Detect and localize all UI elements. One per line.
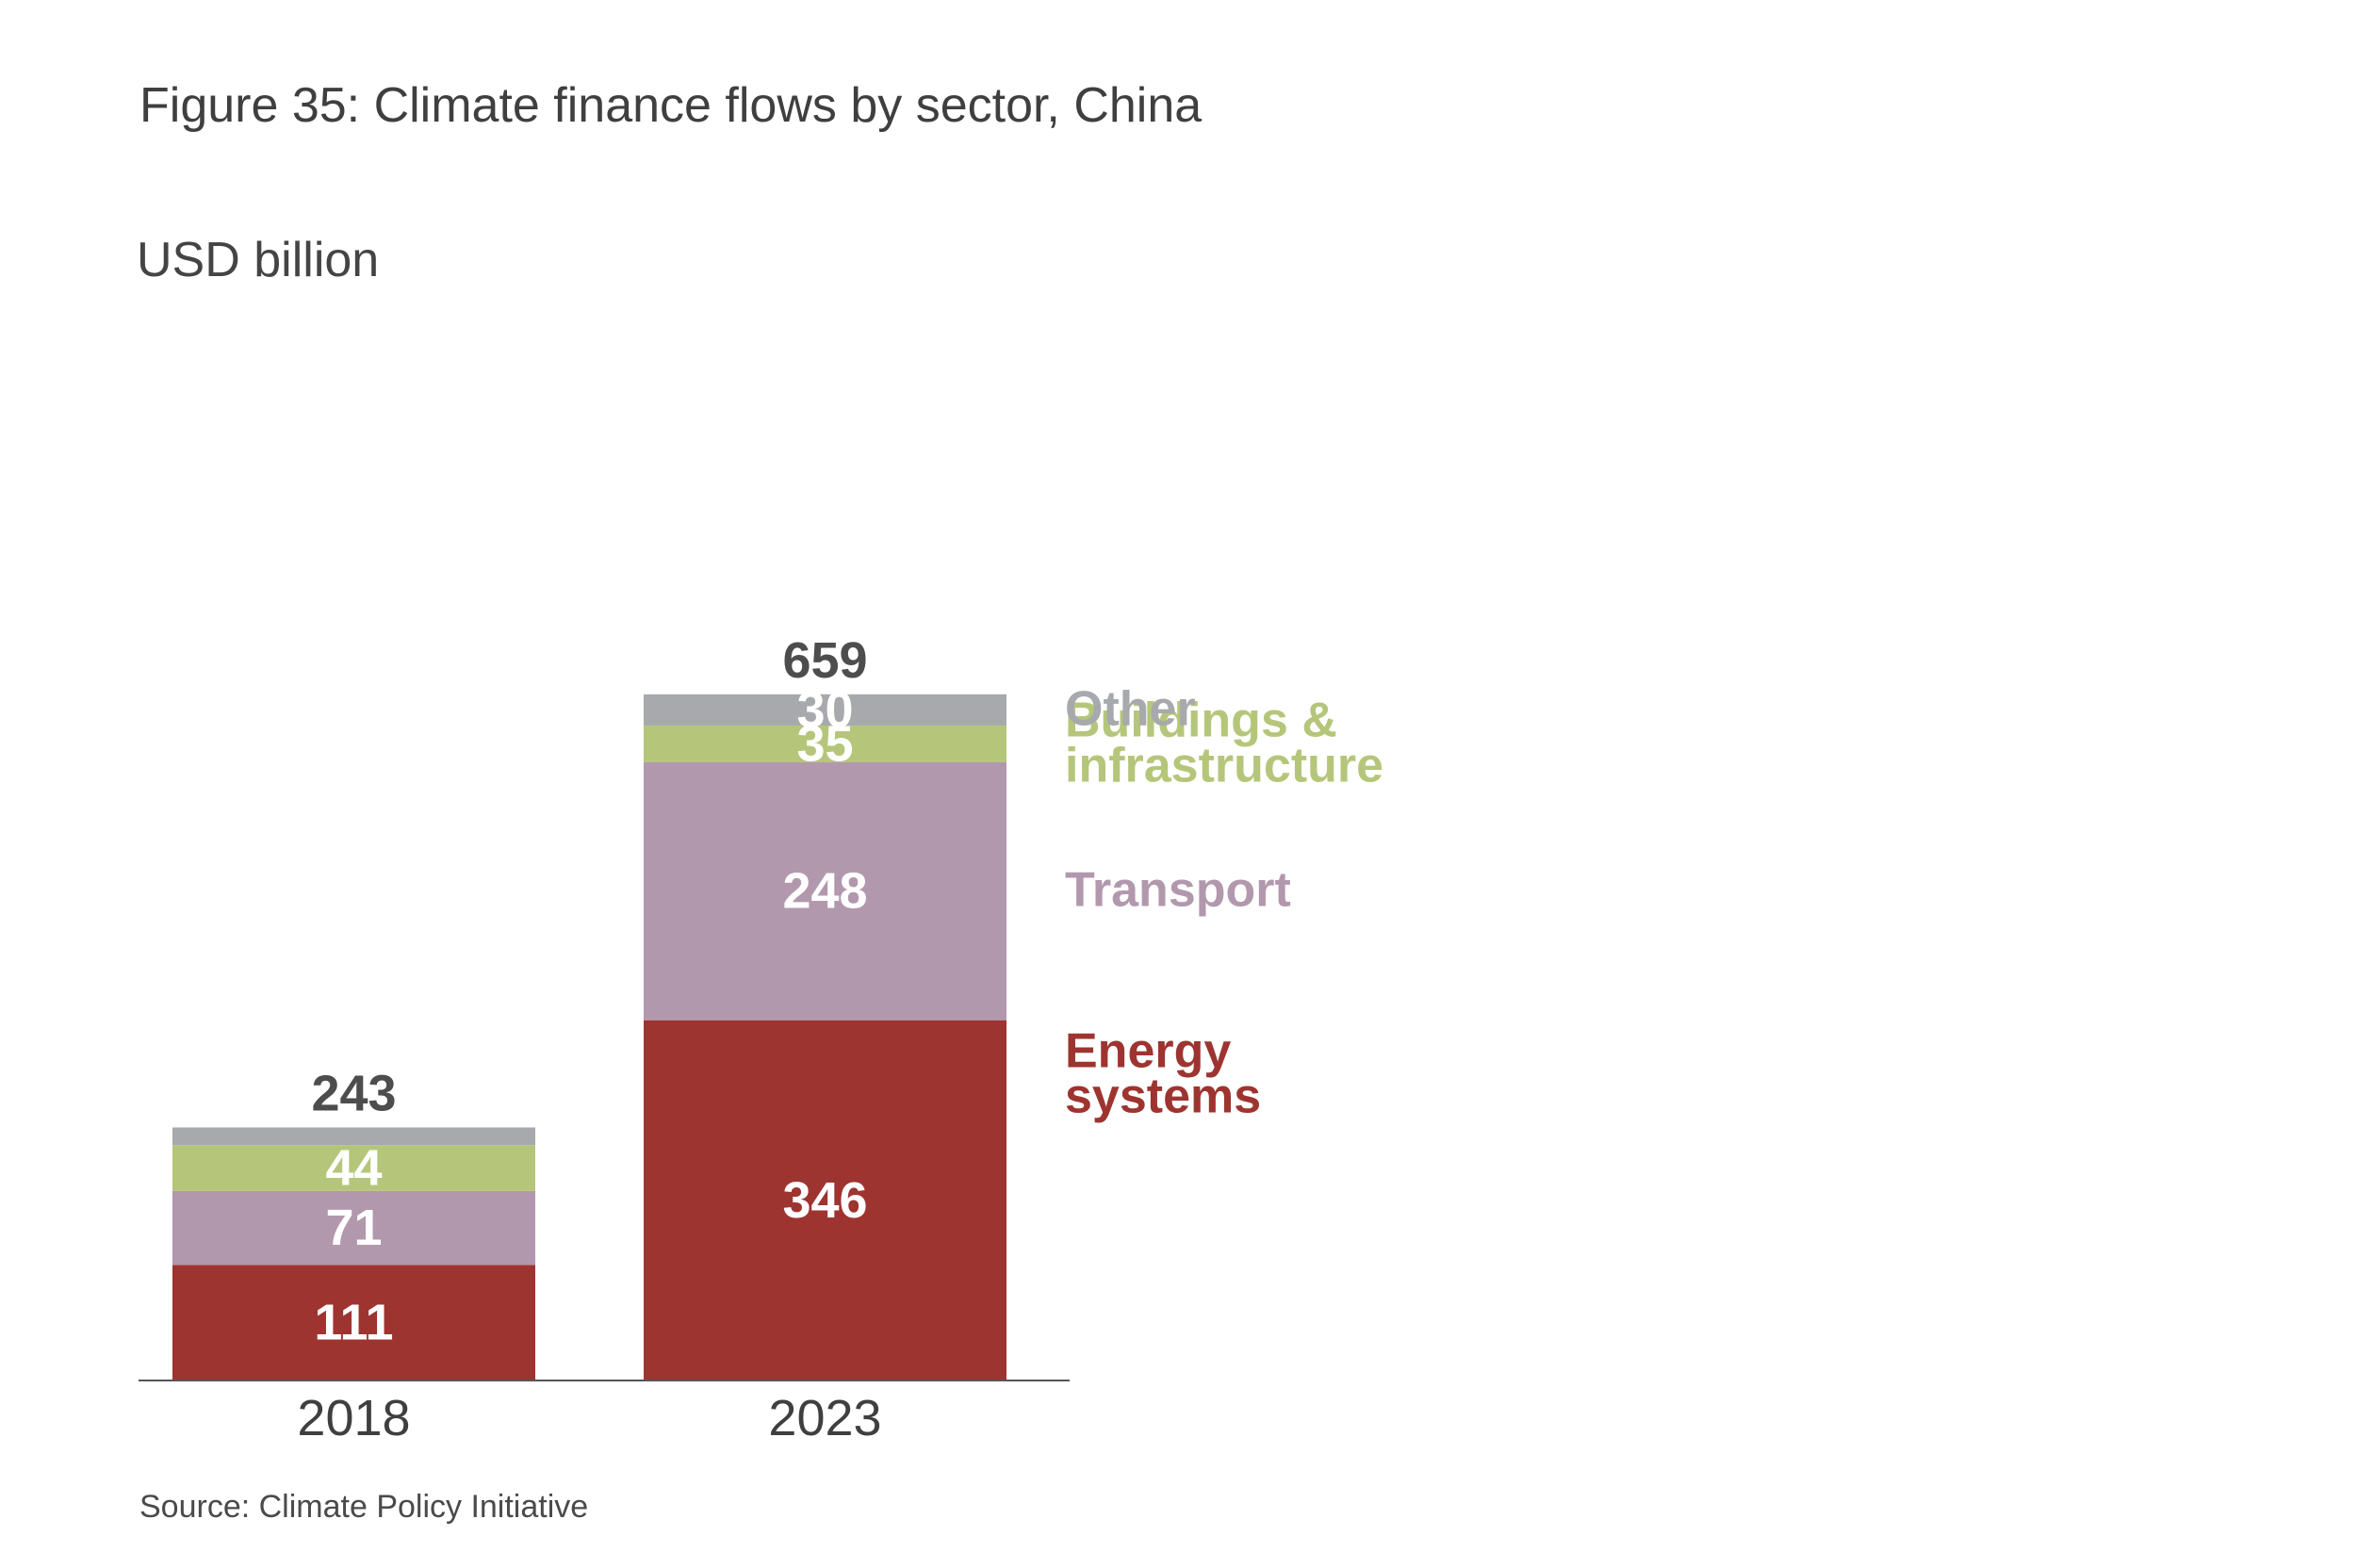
bar-segment-buildings-and-infrastructure-2018 [172,1145,535,1191]
x-tick-label-2018: 2018 [297,1390,410,1446]
segment-label-energy-systems-2018: 111 [314,1295,393,1351]
legend-group: Energy systems Transport Buildings & infrast… [1065,681,1383,1123]
legend-label-other: Other [1065,681,1196,736]
bar-segment-energy-systems-2018 [172,1265,535,1380]
segment-label-buildings-and-infrastructure-2018: 44 [325,1140,382,1197]
unit-label: USD billion [137,233,379,287]
total-label-2018: 243 [311,1065,396,1121]
chart-title: Figure 35: Climate finance flows by sect… [139,78,1203,133]
x-tick-labels-group: 2018 2023 [297,1390,881,1446]
segment-label-buildings-and-infrastructure-2023: 35 [796,715,853,772]
segment-label-transport-2018: 71 [325,1200,382,1256]
total-label-2023: 659 [782,632,867,689]
bar-segment-other-2023 [644,694,1006,726]
bar-segment-transport-2023 [644,761,1006,1021]
bar-segment-energy-systems-2023 [644,1020,1006,1380]
x-tick-label-2023: 2023 [768,1390,881,1446]
bar-segment-other-2018 [172,1127,535,1146]
legend-label-energy-systems: Energy systems [1065,1024,1261,1124]
source-note: Source: Climate Policy Initiative [139,1489,589,1525]
segment-label-other-2023: 30 [796,681,853,738]
bar-segment-transport-2018 [172,1190,535,1266]
segment-label-energy-systems-2023: 346 [782,1172,867,1229]
segment-label-transport-2023: 248 [782,863,867,920]
bars-group [172,694,1006,1380]
legend-label-buildings-and-infrastructure: Buildings & infrastructure [1065,693,1383,792]
total-labels-group: 243 659 [311,632,867,1122]
bar-segment-buildings-and-infrastructure-2023 [644,725,1006,762]
legend-label-transport: Transport [1065,863,1291,918]
